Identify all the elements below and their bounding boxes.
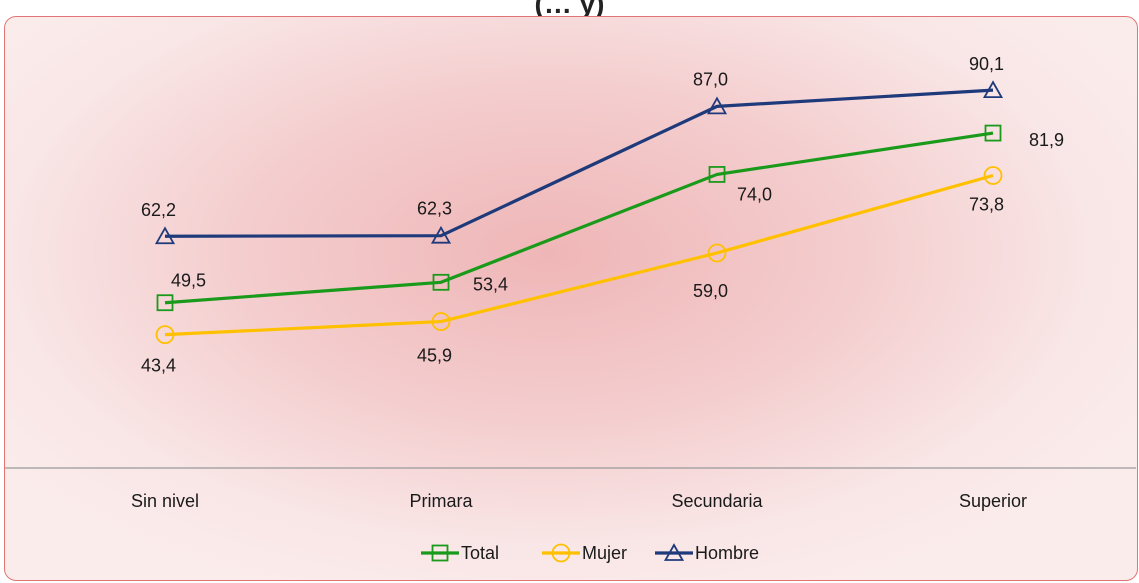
data-label: 59,0 [693, 281, 728, 301]
legend-label: Total [461, 543, 499, 563]
data-label: 90,1 [969, 54, 1004, 74]
data-label: 49,5 [171, 271, 206, 291]
legend-label: Hombre [695, 543, 759, 563]
data-label: 62,2 [141, 200, 176, 220]
legend: Total Mujer Hombre [421, 543, 759, 563]
data-label: 81,9 [1029, 130, 1064, 150]
x-tick-label: Superior [959, 491, 1027, 511]
series-line-total [164, 131, 994, 305]
data-point-marker [982, 80, 1004, 99]
data-point-marker [154, 226, 176, 245]
data-point-marker [156, 294, 174, 312]
data-label: 74,0 [737, 184, 772, 204]
x-tick-label: Sin nivel [131, 491, 199, 511]
data-label: 62,3 [417, 199, 452, 219]
legend-item-hombre: Hombre [655, 543, 759, 563]
data-point-marker [708, 166, 726, 183]
legend-swatch-marker [431, 544, 449, 562]
data-point-marker [707, 243, 727, 263]
legend-swatch-marker [551, 543, 571, 563]
data-point-marker [155, 325, 175, 345]
data-point-marker [984, 124, 1002, 142]
chart-panel [4, 16, 1138, 581]
data-label: 53,4 [473, 274, 508, 294]
data-label: 45,9 [417, 346, 452, 366]
legend-item-total: Total [421, 543, 499, 563]
legend-label: Mujer [582, 543, 627, 563]
legend-swatch-marker [663, 543, 685, 561]
data-point-marker [706, 96, 728, 115]
data-point-marker [431, 312, 451, 331]
chart-title-fragment: (… y) [534, 0, 605, 16]
series-lines [154, 80, 1004, 345]
data-point-marker [430, 225, 452, 244]
data-point-marker [432, 273, 450, 291]
legend-item-mujer: Mujer [542, 543, 627, 563]
data-label: 43,4 [141, 356, 176, 376]
x-tick-label: Primara [409, 491, 473, 511]
x-axis: Sin nivel Primara Secundaria Superior [5, 467, 1136, 511]
data-labels: 43,4 45,9 59,0 73,8 49,5 53,4 74,0 81,9 62,2 62,3… [141, 54, 1064, 376]
x-tick-label: Secundaria [671, 491, 763, 511]
data-label: 73,8 [969, 194, 1004, 214]
data-label: 87,0 [693, 69, 728, 89]
series-line-hombre [164, 88, 994, 238]
data-point-marker [983, 166, 1003, 185]
series-line-mujer [164, 173, 994, 337]
